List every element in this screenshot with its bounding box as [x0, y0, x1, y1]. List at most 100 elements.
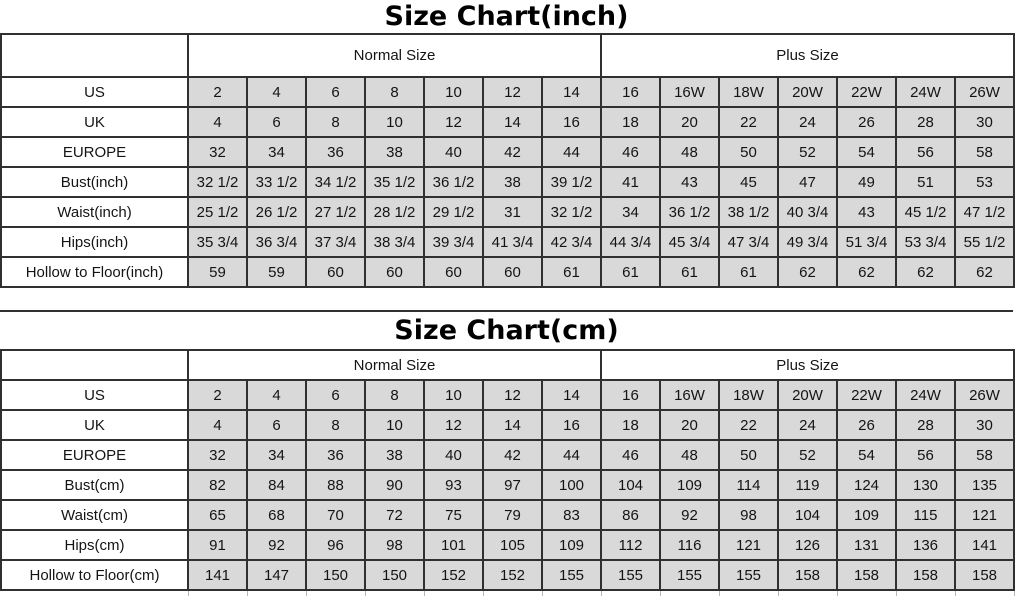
- row-label: Hips(inch): [0, 226, 189, 258]
- size-value-cell: 54: [836, 439, 898, 471]
- size-value-cell: 24: [777, 409, 839, 441]
- size-value-cell: 91: [187, 529, 248, 561]
- size-value-cell: 14: [482, 409, 543, 441]
- table-row: UK 4 6 8 10 12 14 16 18 20 22 24 26 28 30: [0, 409, 1016, 441]
- table-row: EUROPE 32 34 36 38 40 42 44 46 48 50 52 54 56 58: [0, 439, 1016, 471]
- size-value-cell: 92: [659, 499, 721, 531]
- table-row: Bust(inch) 32 1/2 33 1/2 34 1/2 35 1/2 36 1/2…: [0, 166, 1016, 198]
- table-row: US 2 4 6 8 10 12 14 16 16W 18W 20W 22W 24W 26W: [0, 379, 1016, 411]
- table-row: EUROPE 32 34 36 38 40 42 44 46 48 50 52 54 56 58: [0, 136, 1016, 168]
- size-value-cell: 24W: [895, 76, 957, 108]
- cutoff-cell: [600, 589, 661, 596]
- size-value-cell: 109: [540, 529, 603, 561]
- size-value-cell: 20: [659, 409, 721, 441]
- row-label: Waist(cm): [0, 499, 189, 531]
- size-value-cell: 52: [777, 439, 839, 471]
- size-value-cell: 61: [659, 256, 721, 288]
- size-value-cell: 8: [364, 76, 425, 108]
- size-value-cell: 45: [718, 166, 780, 198]
- size-value-cell: 45 3/4: [659, 226, 721, 258]
- size-value-cell: 38 1/2: [718, 196, 780, 228]
- size-value-cell: 86: [600, 499, 662, 531]
- table-row: Hips(cm) 91 92 96 98 101 105 109 112 116 121 126 131…: [0, 529, 1016, 561]
- size-value-cell: 43: [836, 196, 898, 228]
- size-value-cell: 22W: [836, 379, 898, 411]
- size-value-cell: 44: [540, 136, 603, 168]
- group-header-row: Normal Size Plus Size: [0, 349, 1016, 381]
- size-value-cell: 16: [600, 76, 662, 108]
- size-value-cell: 47 3/4: [718, 226, 780, 258]
- size-value-cell: 10: [364, 409, 425, 441]
- size-value-cell: 36 1/2: [423, 166, 484, 198]
- size-value-cell: 8: [364, 379, 425, 411]
- size-value-cell: 141: [187, 559, 248, 591]
- size-value-cell: 51: [895, 166, 957, 198]
- size-chart-cm-table: Normal Size Plus Size US 2 4 6 8 10 12 14 16 16W 1…: [0, 349, 1016, 596]
- size-chart-inch-title: Size Chart(inch): [384, 1, 629, 32]
- size-value-cell: 124: [836, 469, 898, 501]
- size-value-cell: 62: [895, 256, 957, 288]
- cutoff-cell: [895, 589, 956, 596]
- cutoff-cell: [541, 589, 602, 596]
- row-label: Hollow to Floor(cm): [0, 559, 189, 591]
- size-value-cell: 16: [540, 409, 603, 441]
- row-label: Waist(inch): [0, 196, 189, 228]
- size-value-cell: 82: [187, 469, 248, 501]
- size-value-cell: 130: [895, 469, 957, 501]
- size-value-cell: 72: [364, 499, 425, 531]
- size-value-cell: 52: [777, 136, 839, 168]
- row-label: Hips(cm): [0, 529, 189, 561]
- size-chart-inch-section: Size Chart(inch) Normal Size Plus Size U…: [0, 0, 1016, 288]
- size-value-cell: 48: [659, 439, 721, 471]
- size-value-cell: 42: [482, 136, 543, 168]
- cutoff-cell: [954, 589, 1015, 596]
- size-value-cell: 38: [364, 439, 425, 471]
- size-value-cell: 16W: [659, 379, 721, 411]
- size-value-cell: 150: [364, 559, 425, 591]
- size-value-cell: 50: [718, 136, 780, 168]
- corner-cell: [0, 349, 189, 381]
- cutoff-cell: [718, 589, 779, 596]
- size-value-cell: 96: [305, 529, 366, 561]
- size-value-cell: 60: [364, 256, 425, 288]
- size-value-cell: 26W: [954, 379, 1016, 411]
- size-value-cell: 30: [954, 106, 1016, 138]
- size-value-cell: 60: [482, 256, 543, 288]
- size-chart-cm-title: Size Chart(cm): [0, 310, 1013, 349]
- size-value-cell: 43: [659, 166, 721, 198]
- size-value-cell: 121: [954, 499, 1016, 531]
- cutoff-cell: [364, 589, 425, 596]
- size-value-cell: 141: [954, 529, 1016, 561]
- size-value-cell: 18: [600, 106, 662, 138]
- size-value-cell: 39 3/4: [423, 226, 484, 258]
- size-value-cell: 49: [836, 166, 898, 198]
- size-value-cell: 28: [895, 409, 957, 441]
- size-value-cell: 56: [895, 439, 957, 471]
- size-value-cell: 8: [305, 106, 366, 138]
- row-label: EUROPE: [0, 439, 189, 471]
- table-row: UK 4 6 8 10 12 14 16 18 20 22 24 26 28 30: [0, 106, 1016, 138]
- size-value-cell: 98: [364, 529, 425, 561]
- size-value-cell: 60: [423, 256, 484, 288]
- size-value-cell: 44 3/4: [600, 226, 662, 258]
- size-value-cell: 28: [895, 106, 957, 138]
- size-value-cell: 56: [895, 136, 957, 168]
- size-value-cell: 135: [954, 469, 1016, 501]
- size-value-cell: 116: [659, 529, 721, 561]
- size-value-cell: 62: [836, 256, 898, 288]
- size-value-cell: 136: [895, 529, 957, 561]
- size-value-cell: 12: [423, 409, 484, 441]
- size-value-cell: 65: [187, 499, 248, 531]
- group-header-row: Normal Size Plus Size: [0, 33, 1016, 78]
- size-value-cell: 6: [246, 106, 307, 138]
- size-value-cell: 34: [246, 136, 307, 168]
- size-value-cell: 32: [187, 439, 248, 471]
- size-value-cell: 155: [659, 559, 721, 591]
- size-value-cell: 25 1/2: [187, 196, 248, 228]
- row-label: Bust(inch): [0, 166, 189, 198]
- size-value-cell: 152: [423, 559, 484, 591]
- size-value-cell: 115: [895, 499, 957, 531]
- size-value-cell: 83: [540, 499, 603, 531]
- size-value-cell: 10: [364, 106, 425, 138]
- cutoff-cell: [659, 589, 720, 596]
